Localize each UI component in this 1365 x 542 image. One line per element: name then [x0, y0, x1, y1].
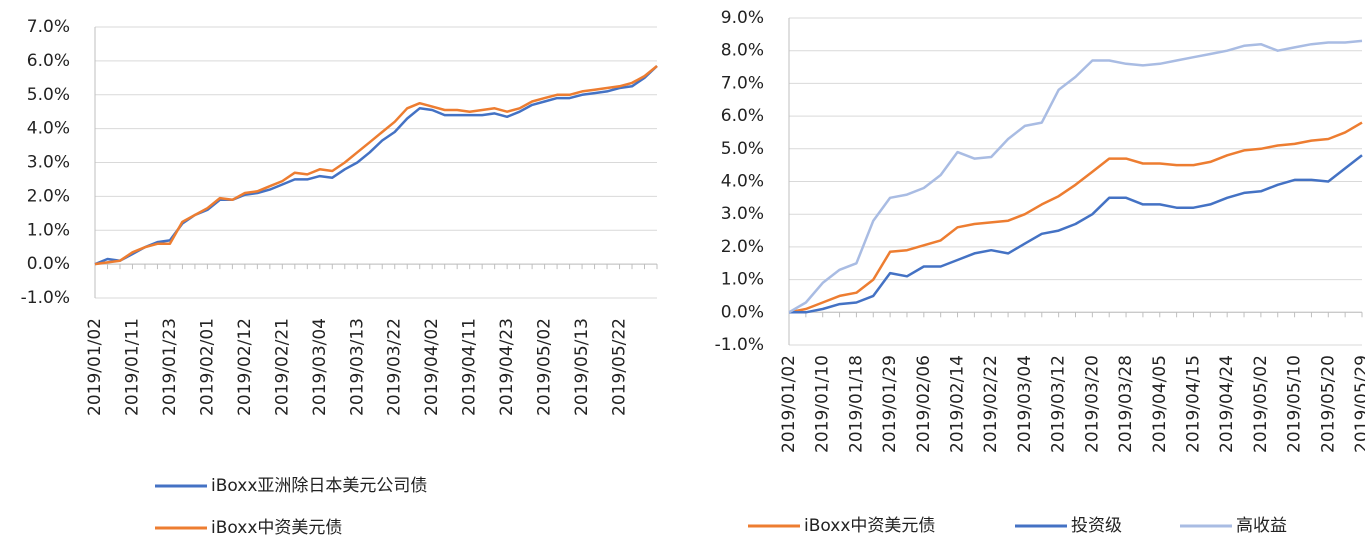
x-tick-label: 2019/01/29	[880, 355, 900, 453]
y-tick-label: 4.0%	[721, 172, 764, 192]
line-series	[788, 121, 1363, 314]
y-tick-label: 1.0%	[27, 220, 70, 240]
x-tick-label: 2019/05/20	[1318, 355, 1338, 453]
y-tick-label: 6.0%	[721, 106, 764, 126]
x-tick-label: 2019/01/23	[160, 318, 180, 416]
x-tick-label: 2019/02/14	[948, 355, 968, 453]
legend-label: 高收益	[1236, 516, 1287, 536]
legend-label: iBoxx中资美元债	[211, 518, 342, 538]
x-tick-label: 2019/03/28	[1116, 355, 1136, 453]
y-tick-label: -1.0%	[21, 288, 70, 308]
y-tick-label: 7.0%	[27, 17, 70, 37]
x-tick-label: 2019/01/02	[85, 318, 105, 416]
x-tick-label: 2019/04/24	[1217, 355, 1237, 453]
y-tick-label: -1.0%	[715, 335, 764, 355]
legend-label: iBoxx中资美元债	[804, 516, 935, 536]
y-tick-label: 4.0%	[27, 119, 70, 139]
x-tick-label: 2019/04/15	[1183, 355, 1203, 453]
x-tick-label: 2019/04/23	[497, 318, 517, 416]
x-tick-label: 2019/02/06	[914, 355, 934, 453]
y-tick-label: 9.0%	[721, 8, 764, 28]
y-tick-label: 5.0%	[27, 85, 70, 105]
y-tick-label: 1.0%	[721, 270, 764, 290]
y-tick-label: 5.0%	[721, 139, 764, 159]
x-tick-label: 2019/02/21	[272, 318, 292, 416]
x-tick-label: 2019/05/22	[610, 318, 630, 416]
y-tick-label: 3.0%	[721, 204, 764, 224]
x-tick-label: 2019/01/02	[779, 355, 799, 453]
x-tick-label: 2019/01/10	[813, 355, 833, 453]
x-tick-label: 2019/03/22	[385, 318, 405, 416]
line-series	[94, 65, 658, 266]
y-tick-label: 0.0%	[27, 254, 70, 274]
x-tick-label: 2019/03/04	[1015, 355, 1035, 453]
x-tick-label: 2019/04/05	[1150, 355, 1170, 453]
line-series	[789, 154, 1363, 314]
x-tick-label: 2019/05/10	[1285, 355, 1305, 453]
x-tick-label: 2019/01/18	[846, 355, 866, 453]
x-tick-label: 2019/02/22	[981, 355, 1001, 453]
x-tick-label: 2019/02/01	[197, 318, 217, 416]
x-tick-label: 2019/03/20	[1082, 355, 1102, 453]
y-tick-label: 2.0%	[27, 186, 70, 206]
x-tick-label: 2019/05/02	[535, 318, 555, 416]
legend-label: iBoxx亚洲除日本美元公司债	[211, 476, 427, 496]
x-tick-label: 2019/04/11	[460, 318, 480, 416]
y-tick-label: 0.0%	[721, 302, 764, 322]
y-tick-label: 7.0%	[721, 73, 764, 93]
x-tick-label: 2019/03/13	[347, 318, 367, 416]
x-tick-label: 2019/04/02	[422, 318, 442, 416]
x-tick-label: 2019/05/02	[1251, 355, 1271, 453]
legend-label: 投资级	[1071, 516, 1122, 536]
y-tick-label: 3.0%	[27, 153, 70, 173]
x-tick-label: 2019/03/12	[1049, 355, 1069, 453]
x-tick-label: 2019/01/11	[122, 318, 142, 416]
y-tick-label: 2.0%	[721, 237, 764, 257]
x-tick-label: 2019/03/04	[310, 318, 330, 416]
x-tick-label: 2019/05/29	[1352, 355, 1365, 453]
x-tick-label: 2019/05/13	[572, 318, 592, 416]
x-tick-label: 2019/02/12	[235, 318, 255, 416]
y-tick-label: 6.0%	[27, 51, 70, 71]
line-series	[788, 39, 1363, 314]
y-tick-label: 8.0%	[721, 41, 764, 61]
line-series	[94, 65, 658, 266]
